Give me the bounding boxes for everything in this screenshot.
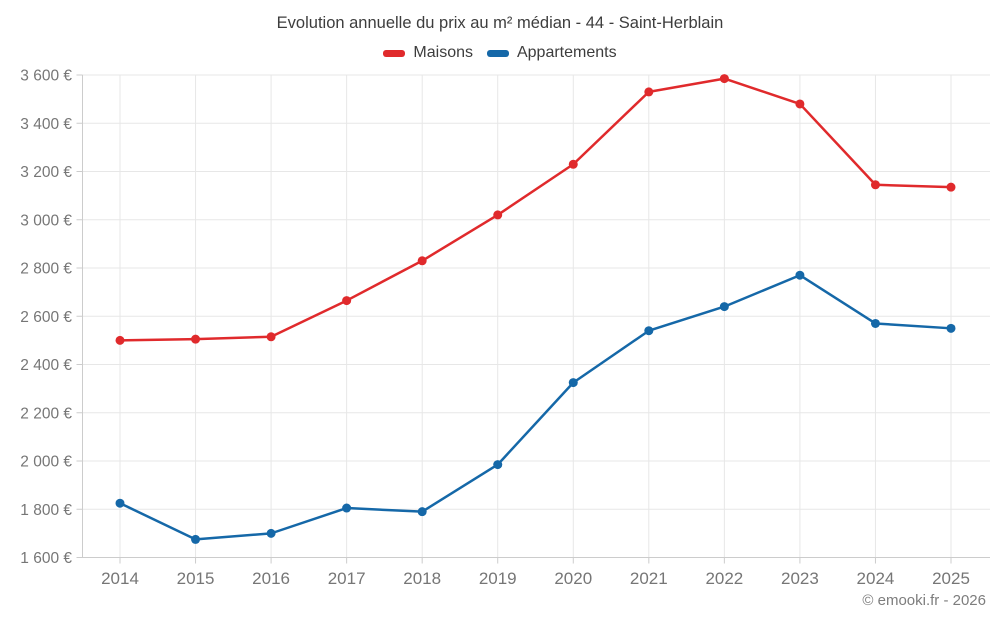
credit-text: © emooki.fr - 2026 bbox=[862, 592, 986, 609]
svg-text:3 600 €: 3 600 € bbox=[20, 68, 72, 85]
svg-text:2014: 2014 bbox=[101, 569, 139, 588]
svg-text:2015: 2015 bbox=[177, 569, 215, 588]
svg-text:2021: 2021 bbox=[630, 569, 668, 588]
svg-text:2017: 2017 bbox=[328, 569, 366, 588]
maisons-legend-swatch-icon bbox=[383, 49, 406, 57]
legend-label-appartements: Appartements bbox=[516, 44, 617, 61]
legend-label-maisons: Maisons bbox=[413, 44, 473, 61]
svg-text:1 800 €: 1 800 € bbox=[20, 502, 72, 519]
svg-text:3 000 €: 3 000 € bbox=[20, 212, 72, 229]
chart-title: Evolution annuelle du prix au m² médian … bbox=[276, 14, 724, 32]
svg-text:2020: 2020 bbox=[554, 569, 592, 588]
svg-text:2018: 2018 bbox=[403, 569, 441, 588]
svg-text:2025: 2025 bbox=[932, 569, 970, 588]
legend-item-maisons[interactable]: Maisons bbox=[383, 44, 473, 62]
svg-text:2 200 €: 2 200 € bbox=[20, 405, 72, 422]
svg-text:2 800 €: 2 800 € bbox=[20, 261, 72, 278]
appartements-legend-swatch-icon bbox=[486, 49, 509, 57]
svg-text:1 600 €: 1 600 € bbox=[20, 550, 72, 567]
svg-text:2 000 €: 2 000 € bbox=[20, 454, 72, 471]
svg-text:2023: 2023 bbox=[781, 569, 819, 588]
svg-text:2019: 2019 bbox=[479, 569, 517, 588]
legend-item-appartements[interactable]: Appartements bbox=[486, 44, 617, 62]
svg-text:3 400 €: 3 400 € bbox=[20, 116, 72, 133]
svg-text:2024: 2024 bbox=[857, 569, 895, 588]
svg-text:2022: 2022 bbox=[705, 569, 743, 588]
svg-text:2016: 2016 bbox=[252, 569, 290, 588]
svg-text:2 600 €: 2 600 € bbox=[20, 309, 72, 326]
chart-legend: Maisons Appartements bbox=[0, 44, 1000, 62]
svg-text:2 400 €: 2 400 € bbox=[20, 357, 72, 374]
svg-text:3 200 €: 3 200 € bbox=[20, 164, 72, 181]
